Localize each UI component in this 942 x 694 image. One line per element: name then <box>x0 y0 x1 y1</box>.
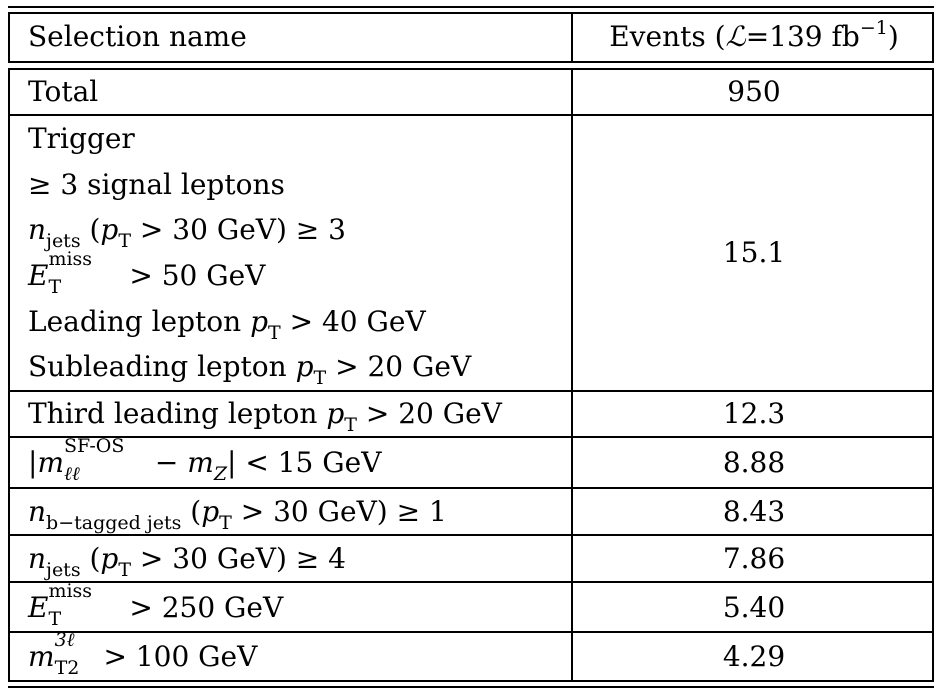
top-double-rule-2 <box>8 12 934 14</box>
cut-njets-geq4: njets (pT > 30 GeV) ≥ 4 <box>28 542 346 581</box>
row-nbjets-events: 8.43 <box>722 495 786 528</box>
cut-nbjets: nb−tagged jets (pT > 30 GeV) ≥ 1 <box>28 495 447 534</box>
cut-signal-leptons: ≥ 3 signal leptons <box>28 168 285 201</box>
row-rule-7 <box>8 631 934 633</box>
right-border-body <box>932 68 934 682</box>
row-rule-5 <box>8 534 934 536</box>
row-mt2-events: 4.29 <box>722 640 786 673</box>
row-preselection-events: 15.1 <box>722 236 786 269</box>
row-rule-1 <box>8 114 934 116</box>
col-divider-header <box>571 12 573 63</box>
row-njets4-events: 7.86 <box>722 542 786 575</box>
row-rule-3 <box>8 436 934 438</box>
body-top-rule <box>8 68 934 70</box>
left-border-body <box>8 68 10 682</box>
row-total-events: 950 <box>727 75 781 108</box>
cut-third-lepton: Third leading lepton pT > 20 GeV <box>28 397 502 436</box>
bottom-double-rule-1 <box>8 680 934 682</box>
cut-njets-geq3: njets (pT > 30 GeV) ≥ 3 <box>28 213 346 252</box>
header-bottom-rule <box>8 61 934 63</box>
top-double-rule-1 <box>8 6 934 8</box>
header-selection-name: Selection name <box>28 20 247 53</box>
header-events: Events (ℒ=139 fb−1) <box>609 17 899 53</box>
event-selection-table: Selection name Events (ℒ=139 fb−1) Total… <box>8 6 934 688</box>
col-divider-body <box>571 68 573 682</box>
right-border-header <box>932 12 934 63</box>
cut-z-veto: |m SF-OS ℓℓ − mZ| < 15 GeV <box>28 435 382 485</box>
row-rule-6 <box>8 581 934 583</box>
row-third-lepton-events: 12.3 <box>722 397 786 430</box>
cut-leading-lepton: Leading lepton pT > 40 GeV <box>28 305 426 344</box>
row-rule-2 <box>8 390 934 392</box>
cut-mt2: m 3ℓ T2 > 100 GeV <box>28 629 258 679</box>
cut-subleading-lepton: Subleading lepton pT > 20 GeV <box>28 350 472 389</box>
left-border-header <box>8 12 10 63</box>
bottom-double-rule-2 <box>8 686 934 688</box>
row-met250-events: 5.40 <box>722 591 786 624</box>
row-z-veto-events: 8.88 <box>722 446 786 479</box>
row-rule-4 <box>8 487 934 489</box>
row-total-label: Total <box>28 75 99 108</box>
cut-trigger: Trigger <box>28 122 135 155</box>
